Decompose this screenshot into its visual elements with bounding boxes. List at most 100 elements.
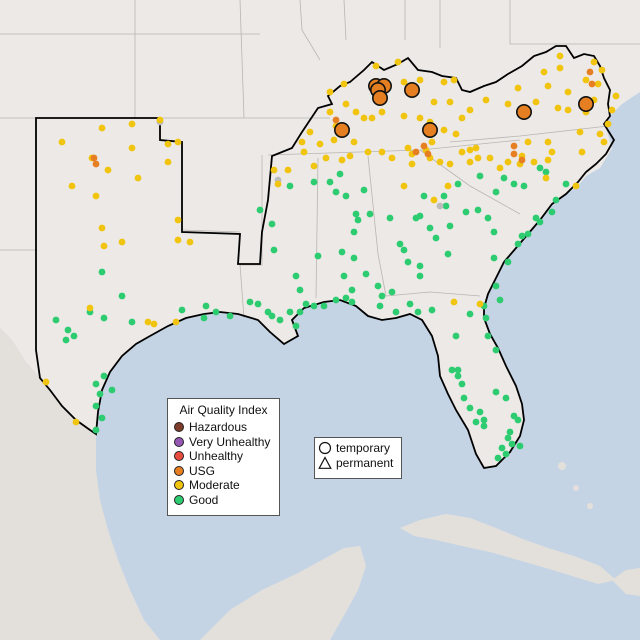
- monitor-marker-usg[interactable]: [577, 96, 594, 113]
- monitor-marker-moderate[interactable]: [450, 298, 458, 306]
- monitor-marker-good[interactable]: [354, 216, 362, 224]
- monitor-marker-good[interactable]: [386, 214, 394, 222]
- monitor-marker-good[interactable]: [492, 346, 500, 354]
- monitor-marker-good[interactable]: [256, 206, 264, 214]
- monitor-marker-good[interactable]: [310, 178, 318, 186]
- monitor-marker-moderate[interactable]: [598, 66, 606, 74]
- monitor-marker-good[interactable]: [502, 450, 510, 458]
- monitor-marker-moderate[interactable]: [458, 114, 466, 122]
- monitor-marker-moderate[interactable]: [400, 78, 408, 86]
- monitor-marker-good[interactable]: [348, 298, 356, 306]
- monitor-marker-moderate[interactable]: [612, 92, 620, 100]
- monitor-marker-moderate[interactable]: [92, 192, 100, 200]
- monitor-marker-good[interactable]: [404, 258, 412, 266]
- monitor-marker-good[interactable]: [348, 286, 356, 294]
- monitor-marker-moderate[interactable]: [544, 138, 552, 146]
- monitor-marker-good[interactable]: [92, 402, 100, 410]
- monitor-marker-moderate[interactable]: [604, 120, 612, 128]
- monitor-marker-good[interactable]: [400, 246, 408, 254]
- monitor-marker-good[interactable]: [200, 314, 208, 322]
- monitor-marker-moderate[interactable]: [444, 182, 452, 190]
- monitor-marker-moderate[interactable]: [608, 106, 616, 114]
- monitor-marker-moderate[interactable]: [322, 154, 330, 162]
- monitor-marker-good[interactable]: [362, 270, 370, 278]
- monitor-marker-moderate[interactable]: [474, 154, 482, 162]
- monitor-marker-moderate[interactable]: [394, 58, 402, 66]
- monitor-marker-good[interactable]: [128, 318, 136, 326]
- monitor-marker-moderate[interactable]: [372, 62, 380, 70]
- monitor-marker-good[interactable]: [432, 234, 440, 242]
- monitor-marker-good[interactable]: [462, 208, 470, 216]
- monitor-marker-good[interactable]: [440, 192, 448, 200]
- monitor-marker-good[interactable]: [374, 282, 382, 290]
- monitor-marker-good[interactable]: [476, 408, 484, 416]
- monitor-marker-usg[interactable]: [515, 104, 532, 121]
- monitor-marker-good[interactable]: [52, 316, 60, 324]
- monitor-marker-moderate[interactable]: [428, 138, 436, 146]
- monitor-marker-good[interactable]: [498, 444, 506, 452]
- monitor-marker-good[interactable]: [366, 210, 374, 218]
- monitor-marker-moderate[interactable]: [466, 146, 474, 154]
- monitor-marker-moderate[interactable]: [416, 114, 424, 122]
- monitor-marker-moderate[interactable]: [174, 138, 182, 146]
- monitor-marker-moderate[interactable]: [68, 182, 76, 190]
- monitor-marker-moderate[interactable]: [364, 148, 372, 156]
- monitor-marker-good[interactable]: [504, 434, 512, 442]
- monitor-marker-good[interactable]: [332, 188, 340, 196]
- monitor-marker-good[interactable]: [536, 218, 544, 226]
- monitor-marker-moderate[interactable]: [504, 158, 512, 166]
- monitor-marker-good[interactable]: [474, 206, 482, 214]
- monitor-marker-good[interactable]: [480, 416, 488, 424]
- monitor-marker-moderate[interactable]: [458, 148, 466, 156]
- monitor-marker-moderate[interactable]: [128, 120, 136, 128]
- monitor-marker-good[interactable]: [504, 258, 512, 266]
- monitor-marker-no-data[interactable]: [436, 202, 444, 210]
- monitor-marker-moderate[interactable]: [174, 236, 182, 244]
- monitor-marker-good[interactable]: [286, 308, 294, 316]
- monitor-marker-good[interactable]: [352, 210, 360, 218]
- monitor-marker-good[interactable]: [518, 232, 526, 240]
- monitor-marker-good[interactable]: [340, 272, 348, 280]
- monitor-marker-good[interactable]: [268, 312, 276, 320]
- monitor-marker-moderate[interactable]: [466, 106, 474, 114]
- monitor-marker-good[interactable]: [520, 182, 528, 190]
- monitor-marker-moderate[interactable]: [270, 166, 278, 174]
- monitor-marker-moderate[interactable]: [342, 100, 350, 108]
- monitor-marker-moderate[interactable]: [400, 112, 408, 120]
- monitor-marker-usg[interactable]: [332, 116, 340, 124]
- monitor-marker-good[interactable]: [276, 316, 284, 324]
- monitor-marker-usg[interactable]: [420, 142, 428, 150]
- monitor-marker-moderate[interactable]: [274, 180, 282, 188]
- monitor-marker-good[interactable]: [490, 254, 498, 262]
- monitor-marker-moderate[interactable]: [524, 138, 532, 146]
- monitor-marker-good[interactable]: [466, 310, 474, 318]
- monitor-marker-moderate[interactable]: [582, 76, 590, 84]
- monitor-marker-good[interactable]: [458, 380, 466, 388]
- monitor-marker-moderate[interactable]: [404, 144, 412, 152]
- monitor-marker-moderate[interactable]: [134, 174, 142, 182]
- monitor-marker-good[interactable]: [552, 196, 560, 204]
- monitor-marker-good[interactable]: [428, 306, 436, 314]
- monitor-marker-good[interactable]: [514, 240, 522, 248]
- monitor-marker-good[interactable]: [420, 192, 428, 200]
- monitor-marker-moderate[interactable]: [446, 160, 454, 168]
- monitor-marker-moderate[interactable]: [174, 216, 182, 224]
- monitor-marker-good[interactable]: [108, 386, 116, 394]
- monitor-marker-usg[interactable]: [424, 150, 432, 158]
- monitor-marker-moderate[interactable]: [544, 156, 552, 164]
- monitor-marker-moderate[interactable]: [378, 148, 386, 156]
- monitor-marker-good[interactable]: [492, 282, 500, 290]
- monitor-marker-good[interactable]: [494, 454, 502, 462]
- monitor-marker-moderate[interactable]: [600, 138, 608, 146]
- monitor-marker-good[interactable]: [342, 294, 350, 302]
- monitor-marker-moderate[interactable]: [578, 148, 586, 156]
- monitor-marker-moderate[interactable]: [476, 300, 484, 308]
- monitor-marker-good[interactable]: [480, 422, 488, 430]
- monitor-marker-good[interactable]: [510, 180, 518, 188]
- monitor-marker-good[interactable]: [454, 372, 462, 380]
- monitor-marker-good[interactable]: [342, 192, 350, 200]
- monitor-marker-good[interactable]: [416, 262, 424, 270]
- monitor-marker-good[interactable]: [98, 268, 106, 276]
- monitor-marker-good[interactable]: [98, 414, 106, 422]
- monitor-marker-good[interactable]: [426, 224, 434, 232]
